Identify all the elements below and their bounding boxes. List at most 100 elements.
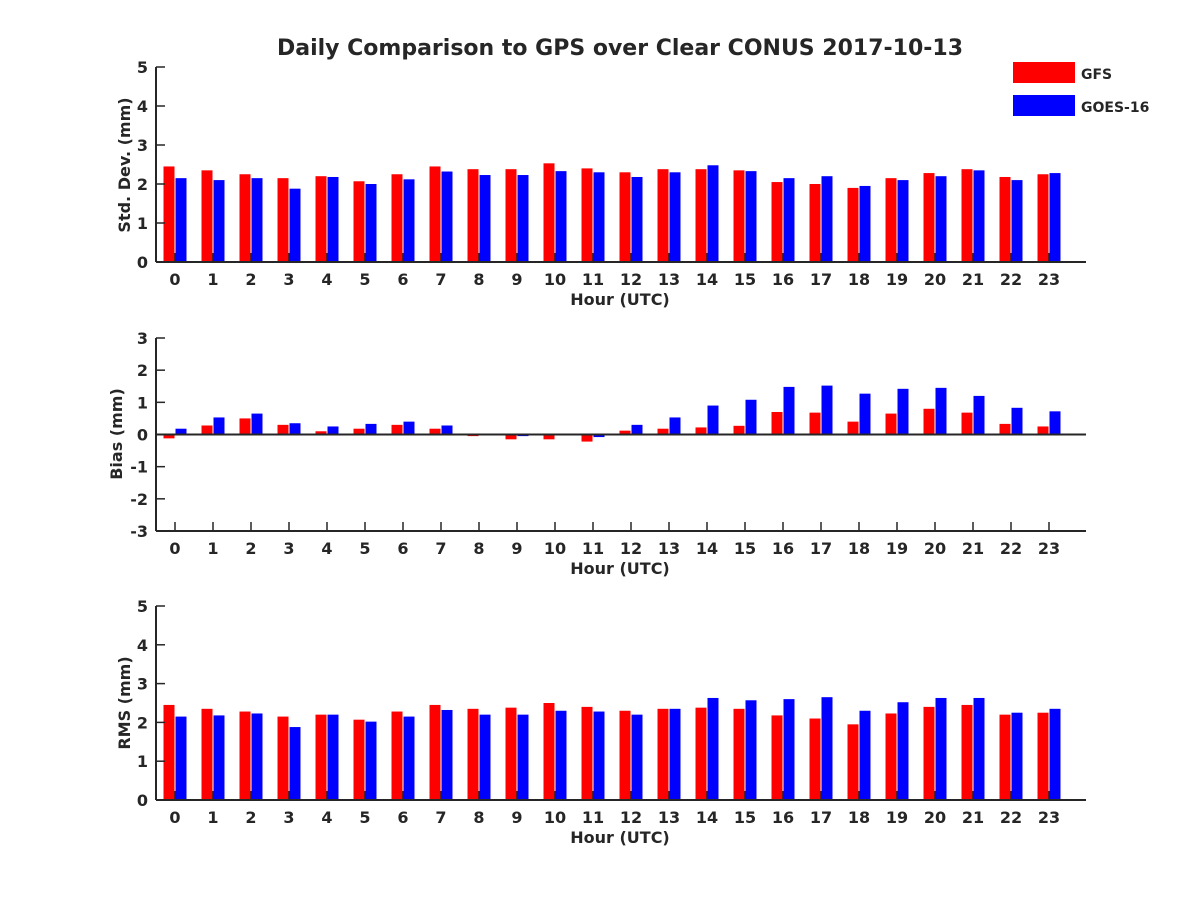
x-tick-label-bias-19: 19	[886, 539, 908, 558]
bar-std-gfs-h2	[239, 174, 251, 262]
x-axis-label-rms: Hour (UTC)	[570, 828, 670, 847]
bar-rms-gfs-h5	[353, 719, 365, 800]
bar-bias-gfs-h12	[619, 430, 631, 435]
bar-std-gfs-h10	[543, 163, 555, 262]
bar-rms-goes-16-h19	[897, 702, 909, 800]
bar-bias-goes-16-h14	[707, 405, 719, 435]
y-tick-label-std-3: 3	[137, 136, 148, 155]
x-tick-label-bias-7: 7	[435, 539, 446, 558]
bar-bias-gfs-h21	[961, 412, 973, 435]
y-tick-label-rms-1: 1	[137, 752, 148, 771]
y-tick-label-bias--3: -3	[130, 522, 148, 541]
legend-label-gfs: GFS	[1081, 67, 1112, 83]
bar-rms-gfs-h3	[277, 716, 289, 800]
x-tick-label-std-5: 5	[359, 270, 370, 289]
bar-std-goes-16-h19	[897, 180, 909, 262]
x-tick-label-bias-16: 16	[772, 539, 794, 558]
bar-bias-goes-16-h22	[1011, 407, 1023, 435]
bar-std-goes-16-h22	[1011, 180, 1023, 262]
bar-std-goes-16-h21	[973, 170, 985, 262]
x-tick-label-std-18: 18	[848, 270, 870, 289]
bar-bias-goes-16-h0	[175, 428, 187, 435]
x-tick-label-bias-21: 21	[962, 539, 984, 558]
bar-bias-gfs-h15	[733, 425, 745, 435]
bar-rms-gfs-h17	[809, 718, 821, 800]
bar-rms-goes-16-h16	[783, 699, 795, 800]
bar-rms-goes-16-h12	[631, 714, 643, 800]
x-tick-label-rms-15: 15	[734, 808, 756, 827]
bar-rms-gfs-h10	[543, 703, 555, 800]
x-tick-label-rms-8: 8	[473, 808, 484, 827]
bar-std-gfs-h18	[847, 187, 859, 262]
x-tick-label-rms-3: 3	[283, 808, 294, 827]
bar-rms-goes-16-h20	[935, 697, 947, 800]
x-tick-label-std-9: 9	[511, 270, 522, 289]
bar-rms-gfs-h22	[999, 714, 1011, 800]
bar-std-gfs-h3	[277, 178, 289, 262]
bar-std-goes-16-h23	[1049, 173, 1061, 262]
x-tick-label-std-12: 12	[620, 270, 642, 289]
bar-rms-goes-16-h11	[593, 711, 605, 800]
x-tick-label-bias-1: 1	[207, 539, 218, 558]
bar-bias-goes-16-h4	[327, 426, 339, 435]
bar-rms-gfs-h16	[771, 715, 783, 800]
x-tick-label-rms-23: 23	[1038, 808, 1060, 827]
bar-rms-gfs-h15	[733, 708, 745, 800]
bar-std-gfs-h16	[771, 182, 783, 262]
y-axis-label-bias: Bias (mm)	[107, 388, 126, 480]
bar-rms-gfs-h1	[201, 708, 213, 800]
legend-swatch-goes-16	[1013, 95, 1075, 116]
y-tick-label-std-5: 5	[137, 58, 148, 77]
bar-bias-goes-16-h21	[973, 395, 985, 435]
bar-bias-goes-16-h6	[403, 421, 415, 435]
x-tick-label-bias-12: 12	[620, 539, 642, 558]
x-tick-label-std-3: 3	[283, 270, 294, 289]
x-tick-label-bias-3: 3	[283, 539, 294, 558]
x-tick-label-std-20: 20	[924, 270, 946, 289]
bar-bias-goes-16-h11	[593, 434, 605, 438]
x-tick-label-rms-6: 6	[397, 808, 408, 827]
x-tick-label-rms-14: 14	[696, 808, 718, 827]
bar-bias-goes-16-h2	[251, 413, 263, 435]
y-tick-label-rms-2: 2	[137, 713, 148, 732]
x-tick-label-rms-20: 20	[924, 808, 946, 827]
bar-std-gfs-h23	[1037, 174, 1049, 262]
x-tick-label-bias-13: 13	[658, 539, 680, 558]
x-tick-label-std-19: 19	[886, 270, 908, 289]
bar-bias-gfs-h17	[809, 412, 821, 435]
x-tick-label-std-4: 4	[321, 270, 332, 289]
bar-std-goes-16-h2	[251, 178, 263, 262]
x-tick-label-std-10: 10	[544, 270, 566, 289]
bar-std-gfs-h17	[809, 184, 821, 262]
x-tick-label-std-11: 11	[582, 270, 604, 289]
bar-std-goes-16-h13	[669, 172, 681, 262]
bar-rms-gfs-h19	[885, 713, 897, 800]
x-axis-label-bias: Hour (UTC)	[570, 559, 670, 578]
x-tick-label-bias-11: 11	[582, 539, 604, 558]
bar-std-goes-16-h0	[175, 178, 187, 262]
x-tick-label-rms-19: 19	[886, 808, 908, 827]
bar-std-gfs-h1	[201, 170, 213, 262]
x-tick-label-bias-6: 6	[397, 539, 408, 558]
bar-std-goes-16-h6	[403, 179, 415, 262]
bar-std-goes-16-h5	[365, 184, 377, 262]
bar-bias-gfs-h4	[315, 431, 327, 435]
bar-rms-gfs-h13	[657, 708, 669, 800]
bar-rms-goes-16-h18	[859, 710, 871, 800]
x-tick-label-rms-5: 5	[359, 808, 370, 827]
x-tick-label-std-13: 13	[658, 270, 680, 289]
y-tick-label-std-4: 4	[137, 97, 148, 116]
x-tick-label-rms-2: 2	[245, 808, 256, 827]
bar-rms-gfs-h14	[695, 707, 707, 800]
x-tick-label-bias-2: 2	[245, 539, 256, 558]
bar-rms-goes-16-h17	[821, 697, 833, 800]
bar-bias-gfs-h0	[163, 434, 175, 439]
bar-std-goes-16-h9	[517, 175, 529, 262]
bar-bias-gfs-h11	[581, 434, 593, 442]
bar-rms-gfs-h20	[923, 706, 935, 800]
bar-bias-goes-16-h12	[631, 424, 643, 435]
bar-std-goes-16-h1	[213, 180, 225, 262]
